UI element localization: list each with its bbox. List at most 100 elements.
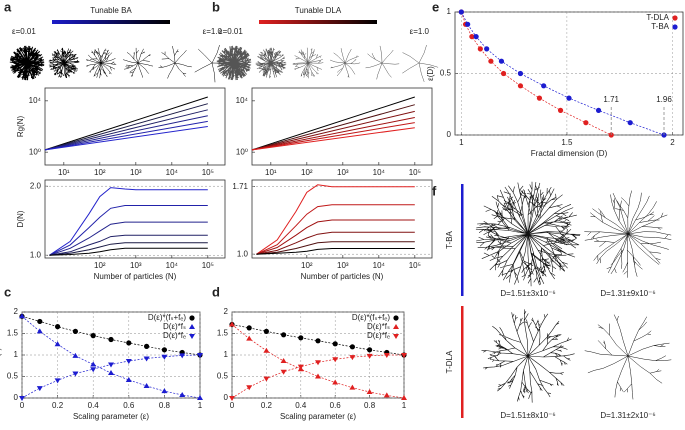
fractal-drawing: [48, 47, 80, 79]
fractal-drawing: [330, 48, 361, 78]
legend-label: T-BA: [651, 22, 669, 31]
legend-marker: [393, 334, 399, 339]
data-point: [315, 360, 321, 366]
legend-marker: [189, 334, 195, 339]
data-point: [484, 46, 490, 52]
data-point: [469, 34, 475, 40]
data-point: [161, 347, 167, 353]
data-point: [383, 392, 390, 398]
y-tick-label: 1.0: [237, 249, 249, 258]
x-tick-label: 10³: [130, 168, 142, 177]
y-tick-label: 10⁰: [29, 147, 41, 156]
data-point: [263, 347, 270, 353]
data-point: [197, 395, 203, 400]
data-point: [315, 373, 321, 379]
data-point: [179, 391, 186, 397]
data-point: [246, 325, 252, 331]
image-caption: D=1.31±9x10⁻⁶: [600, 289, 655, 298]
data-point: [541, 83, 547, 89]
data-point: [332, 341, 338, 347]
data-point: [108, 336, 114, 343]
plot-frame: [44, 179, 226, 259]
y-tick-label: 0.5: [7, 372, 19, 381]
x-tick-label: 0.6: [123, 401, 135, 410]
data-point: [383, 353, 390, 358]
legend-label: T-DLA: [646, 13, 669, 22]
panel-label: f: [432, 183, 437, 198]
data-point: [297, 364, 304, 370]
data-point: [315, 338, 321, 344]
data-point: [349, 355, 356, 361]
fractal-drawing: [86, 48, 117, 79]
series-line: [256, 219, 415, 255]
y-tick-label: 2: [14, 307, 19, 316]
series-line: [256, 248, 415, 255]
fractal-drawing: [9, 45, 45, 81]
data-point: [144, 343, 150, 349]
panel-label: d: [212, 284, 220, 299]
series-line: [44, 120, 208, 151]
y-tick-label: 1: [447, 7, 452, 16]
x-tick-label: 10⁵: [202, 168, 214, 177]
y-tick-label: 10⁴: [236, 96, 249, 105]
legend-marker: [393, 324, 399, 329]
data-point: [161, 388, 168, 394]
x-tick-label: 1: [402, 401, 407, 410]
data-point: [595, 107, 602, 113]
x-tick-label: 10⁴: [166, 261, 179, 270]
legend-label: D(ε)*fₛ: [163, 322, 186, 331]
data-point: [332, 357, 339, 363]
x-axis-label: Scaling parameter (ε): [280, 412, 356, 421]
data-point: [72, 328, 78, 334]
data-point: [500, 70, 507, 77]
data-point: [465, 21, 471, 27]
gradient-title: Tunable DLA: [295, 6, 342, 15]
legend-label: D(ε)*(fₛ+fₑ): [352, 313, 391, 322]
series-line: [251, 117, 415, 151]
x-tick-label: 10⁵: [409, 261, 421, 270]
data-point: [55, 324, 61, 330]
data-point: [473, 34, 479, 40]
series-line: [49, 242, 208, 256]
data-point: [281, 332, 287, 338]
gradient-bar: [259, 20, 377, 24]
x-tick-label: 0.4: [88, 401, 100, 410]
series-line: [231, 354, 404, 399]
x-tick-label: 1: [459, 138, 464, 147]
y-tick-label: 0: [224, 393, 229, 402]
x-tick-label: 0: [230, 401, 235, 410]
data-point: [298, 335, 304, 341]
x-tick-label: 10²: [94, 168, 106, 177]
data-point: [246, 335, 253, 341]
fractal-drawing: [365, 45, 400, 80]
fractal-drawing: [292, 47, 324, 79]
data-point: [498, 58, 505, 64]
x-axis-label: Number of particles (N): [94, 272, 177, 281]
x-tick-label: 1.5: [561, 138, 573, 147]
data-point: [263, 376, 270, 382]
data-point: [367, 347, 373, 353]
legend-label: D(ε)*(fₛ+fₑ): [148, 313, 187, 322]
data-point: [37, 318, 43, 325]
x-tick-label: 0.8: [159, 401, 171, 410]
row-label: T-BA: [445, 230, 454, 248]
x-tick-label: 10²: [301, 168, 313, 177]
data-point: [557, 107, 564, 113]
annotation-label: 1.71: [603, 95, 619, 104]
x-tick-label: 10⁴: [373, 168, 386, 177]
y-tick-label: 10⁴: [29, 96, 42, 105]
data-point: [126, 340, 132, 346]
gradient-end-label: ε=1.0: [410, 27, 430, 36]
x-axis-label: Scaling parameter (ε): [73, 412, 149, 421]
data-point: [366, 353, 373, 359]
series-line: [44, 115, 208, 151]
x-tick-label: 10¹: [265, 168, 277, 177]
y-tick-label: 1: [14, 350, 19, 359]
data-point: [566, 95, 572, 101]
series-line: [44, 96, 208, 151]
data-point: [90, 333, 96, 339]
x-tick-label: 0.4: [295, 401, 307, 410]
x-tick-label: 10³: [337, 168, 349, 177]
data-point: [197, 353, 203, 358]
series-line: [251, 104, 415, 151]
